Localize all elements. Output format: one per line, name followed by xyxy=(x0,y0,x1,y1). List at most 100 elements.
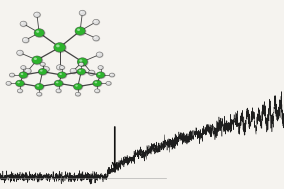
Circle shape xyxy=(38,68,47,75)
Circle shape xyxy=(95,89,100,93)
Circle shape xyxy=(34,12,40,17)
Circle shape xyxy=(56,81,59,83)
Circle shape xyxy=(109,73,114,77)
Circle shape xyxy=(19,72,28,78)
Circle shape xyxy=(6,81,11,85)
Circle shape xyxy=(20,22,27,26)
Circle shape xyxy=(99,66,101,67)
Circle shape xyxy=(20,21,26,26)
Circle shape xyxy=(93,20,99,25)
Circle shape xyxy=(75,27,85,35)
Circle shape xyxy=(34,58,37,60)
Circle shape xyxy=(96,90,97,91)
Circle shape xyxy=(58,72,67,78)
Circle shape xyxy=(95,89,100,93)
Circle shape xyxy=(17,50,23,55)
Circle shape xyxy=(58,66,60,67)
Circle shape xyxy=(21,66,26,70)
Circle shape xyxy=(40,62,45,66)
Circle shape xyxy=(32,56,42,64)
Circle shape xyxy=(17,81,20,83)
Circle shape xyxy=(74,84,82,90)
Circle shape xyxy=(110,74,112,75)
Circle shape xyxy=(37,92,42,96)
Circle shape xyxy=(60,66,62,67)
Circle shape xyxy=(71,69,73,71)
Circle shape xyxy=(93,36,99,41)
Circle shape xyxy=(56,44,60,47)
Circle shape xyxy=(93,19,99,24)
Circle shape xyxy=(17,50,23,56)
Circle shape xyxy=(35,13,37,15)
Circle shape xyxy=(74,84,83,90)
Circle shape xyxy=(25,69,31,74)
Circle shape xyxy=(93,36,99,41)
Circle shape xyxy=(78,58,88,66)
Circle shape xyxy=(79,62,84,66)
Circle shape xyxy=(34,12,40,17)
Circle shape xyxy=(76,27,86,36)
Circle shape xyxy=(94,20,96,22)
Circle shape xyxy=(88,70,95,75)
Circle shape xyxy=(93,80,101,87)
Circle shape xyxy=(6,82,11,85)
Circle shape xyxy=(34,29,44,37)
Circle shape xyxy=(58,72,66,78)
Circle shape xyxy=(36,30,39,33)
Circle shape xyxy=(40,63,45,66)
Circle shape xyxy=(18,51,20,53)
Circle shape xyxy=(79,63,84,66)
Circle shape xyxy=(35,84,43,90)
Circle shape xyxy=(98,66,103,69)
Circle shape xyxy=(41,63,43,64)
Circle shape xyxy=(97,72,105,78)
Circle shape xyxy=(107,82,108,83)
Circle shape xyxy=(38,93,39,94)
Circle shape xyxy=(94,37,96,38)
Circle shape xyxy=(54,43,66,52)
Circle shape xyxy=(80,11,86,16)
Circle shape xyxy=(96,72,105,78)
Circle shape xyxy=(93,81,102,87)
Circle shape xyxy=(22,66,23,67)
Circle shape xyxy=(98,73,101,75)
Circle shape xyxy=(37,85,39,87)
Circle shape xyxy=(16,81,25,87)
Circle shape xyxy=(17,89,22,93)
Circle shape xyxy=(56,89,61,93)
Circle shape xyxy=(44,68,46,69)
Circle shape xyxy=(75,92,80,96)
Circle shape xyxy=(75,85,78,87)
Circle shape xyxy=(57,65,63,70)
Circle shape xyxy=(89,71,91,73)
Circle shape xyxy=(106,82,111,85)
Circle shape xyxy=(77,58,87,66)
Circle shape xyxy=(77,29,80,31)
Circle shape xyxy=(59,66,64,69)
Circle shape xyxy=(56,89,61,93)
Circle shape xyxy=(9,73,14,77)
Circle shape xyxy=(39,69,47,75)
Circle shape xyxy=(70,68,76,74)
Circle shape xyxy=(35,84,44,90)
Circle shape xyxy=(37,92,42,96)
Circle shape xyxy=(11,74,12,75)
Circle shape xyxy=(21,66,26,69)
Circle shape xyxy=(79,70,81,72)
Circle shape xyxy=(95,81,97,83)
Circle shape xyxy=(57,90,59,91)
Circle shape xyxy=(10,73,15,77)
Circle shape xyxy=(18,89,23,93)
Circle shape xyxy=(23,38,29,43)
Circle shape xyxy=(22,38,29,43)
Circle shape xyxy=(43,67,49,72)
Circle shape xyxy=(24,39,26,40)
Circle shape xyxy=(35,29,45,37)
Circle shape xyxy=(55,81,63,87)
Circle shape xyxy=(18,90,20,91)
Circle shape xyxy=(110,73,115,77)
Circle shape xyxy=(54,80,63,87)
Circle shape xyxy=(77,68,85,75)
Circle shape xyxy=(76,92,81,96)
Circle shape xyxy=(106,81,111,85)
